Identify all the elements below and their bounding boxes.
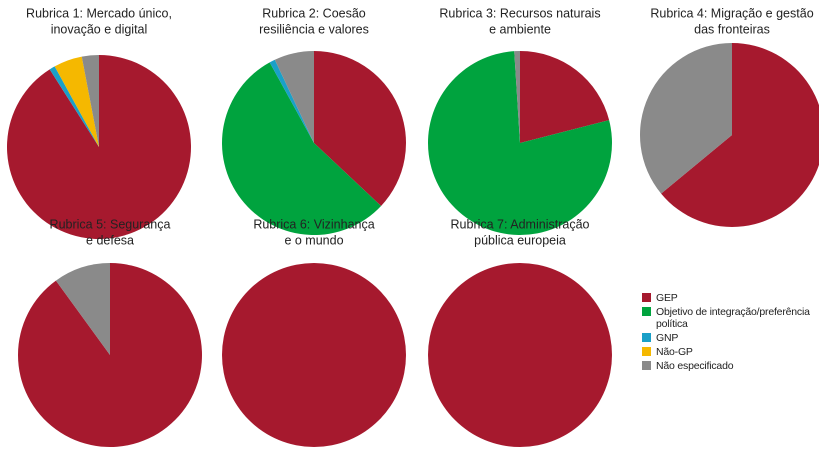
pie-slice	[661, 43, 819, 227]
pie-slice	[81, 55, 99, 147]
legend-item: GNP	[642, 332, 818, 344]
legend-label: Não especificado	[656, 360, 734, 372]
legend-swatch	[642, 347, 651, 356]
pie-title: e defesa	[86, 233, 134, 247]
legend-label: Objetivo de integração/preferência polít…	[656, 306, 810, 330]
pie-title: das fronteiras	[694, 22, 770, 36]
pie-title: Rubrica 6: Vizinhança	[253, 217, 374, 231]
legend-label: Não-GP	[656, 346, 693, 358]
pie-title: Rubrica 4: Migração e gestão	[650, 6, 813, 20]
pie-slice	[514, 51, 520, 143]
pie-slice	[274, 51, 314, 143]
legend-item: GEP	[642, 292, 818, 304]
legend-swatch	[642, 293, 651, 302]
pie-title: Rubrica 7: Administração	[451, 217, 590, 231]
pie-slice	[222, 263, 406, 447]
pie-title: Rubrica 1: Mercado único,	[26, 6, 172, 20]
pie-title: e ambiente	[489, 22, 551, 36]
pie-slice	[221, 62, 382, 235]
pie-slice	[269, 59, 314, 143]
legend-label: GEP	[656, 292, 678, 304]
legend-swatch	[642, 333, 651, 342]
pie-slice	[17, 263, 203, 448]
pie-slice	[6, 55, 192, 240]
pie-title: resiliência e valores	[259, 22, 369, 36]
pie-slice	[49, 66, 99, 147]
pie-slice	[428, 51, 613, 235]
legend-item: Objetivo de integração/preferência polít…	[642, 306, 818, 330]
pie-slice	[314, 51, 406, 206]
pie-title: inovação e digital	[51, 22, 148, 36]
pie-title: pública europeia	[474, 233, 566, 247]
legend-label: GNP	[656, 332, 679, 344]
pie-slice	[428, 263, 612, 447]
pie-title: e o mundo	[284, 233, 343, 247]
pie-slice	[55, 263, 110, 355]
legend: GEP Objetivo de integração/preferência po…	[642, 292, 818, 374]
legend-item: Não-GP	[642, 346, 818, 358]
legend-item: Não especificado	[642, 360, 818, 372]
pie-title: Rubrica 2: Coesão	[262, 6, 366, 20]
pie-slice	[54, 56, 99, 147]
pie-slice	[640, 42, 732, 194]
pie-title: Rubrica 3: Recursos naturais	[439, 6, 600, 20]
legend-swatch	[642, 361, 651, 370]
pie-slice	[520, 51, 610, 143]
legend-swatch	[642, 307, 651, 316]
pie-title: Rubrica 5: Segurança	[50, 217, 171, 231]
